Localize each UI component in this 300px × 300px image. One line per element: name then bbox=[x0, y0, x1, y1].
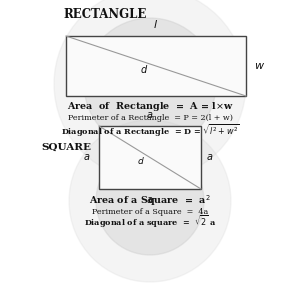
Text: RECTANGLE: RECTANGLE bbox=[63, 8, 147, 20]
Text: Perimeter of a Rectangle  = P = 2(l + w): Perimeter of a Rectangle = P = 2(l + w) bbox=[68, 115, 232, 122]
Bar bbox=[66, 36, 246, 96]
Text: Diagonal of a square  =  $\sqrt{2}$ a: Diagonal of a square = $\sqrt{2}$ a bbox=[84, 214, 216, 230]
Circle shape bbox=[96, 147, 204, 255]
Text: $l$: $l$ bbox=[154, 18, 158, 30]
Text: a: a bbox=[147, 110, 153, 120]
Text: Area  of  Rectangle  =  A = l$\times$w: Area of Rectangle = A = l$\times$w bbox=[67, 100, 233, 113]
Text: SQUARE: SQUARE bbox=[41, 142, 91, 152]
Text: a: a bbox=[207, 152, 213, 163]
Text: $w$: $w$ bbox=[254, 61, 265, 71]
Text: Diagonal of a Rectangle  = D = $\sqrt{l^2 + w^2}$: Diagonal of a Rectangle = D = $\sqrt{l^2… bbox=[61, 122, 239, 139]
Text: $d$: $d$ bbox=[140, 63, 148, 75]
Text: Area of a Square  =  a$^2$: Area of a Square = a$^2$ bbox=[89, 194, 211, 208]
Text: $d$: $d$ bbox=[137, 155, 145, 166]
Circle shape bbox=[84, 18, 216, 150]
Text: Perimeter of a Square  =  4a: Perimeter of a Square = 4a bbox=[92, 208, 208, 215]
Bar bbox=[99, 126, 201, 189]
Text: a: a bbox=[84, 152, 90, 163]
Text: a: a bbox=[147, 195, 153, 205]
Circle shape bbox=[69, 120, 231, 282]
Circle shape bbox=[54, 0, 246, 180]
